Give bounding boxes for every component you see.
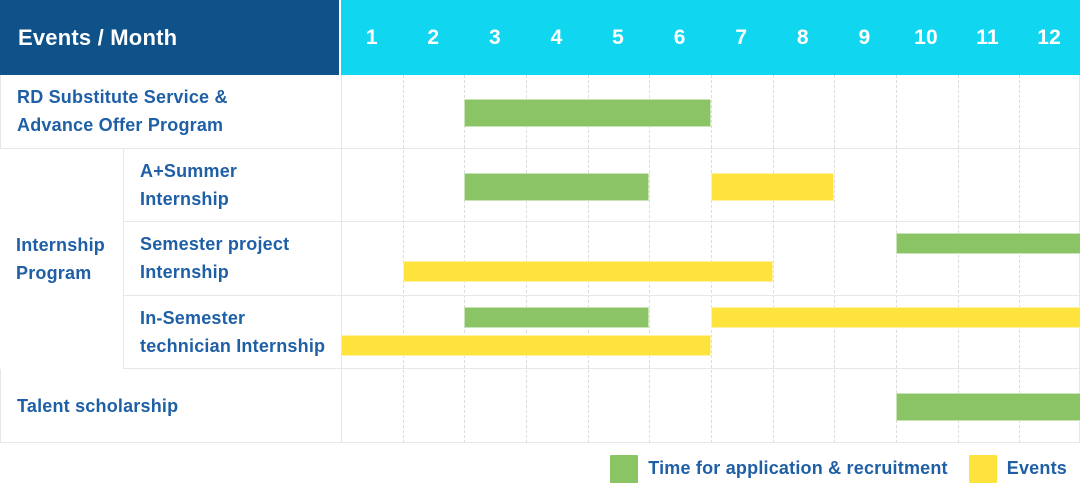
application-period-bar <box>896 233 1080 255</box>
legend: Time for application & recruitment Event… <box>610 443 1067 494</box>
month-gridline <box>834 75 836 443</box>
month-gridline <box>711 75 712 443</box>
table-row: Semester project Internship <box>1 222 1080 296</box>
legend-item-events: Events <box>968 454 1067 483</box>
table-row: In-Semester technician Internship <box>1 296 1080 370</box>
month-gridlines <box>341 75 1080 443</box>
month-gridline <box>772 75 774 443</box>
month-label: 9 <box>858 25 871 49</box>
month-label: 10 <box>914 25 938 49</box>
event-period-bar <box>711 306 1080 328</box>
schedule-table-body: RD Substitute Service & Advance Offer Pr… <box>0 75 1080 443</box>
application-period-bar <box>896 393 1080 422</box>
row-label-in-semester-technician-internship: In-Semester technician Internship <box>140 308 326 357</box>
event-period-bar <box>711 172 835 201</box>
label-column-divider <box>341 75 342 443</box>
row-label-rd-substitute: RD Substitute Service & Advance Offer Pr… <box>17 87 228 136</box>
month-label: 3 <box>489 25 501 49</box>
month-gridline <box>587 75 589 443</box>
application-period-bar <box>464 172 650 201</box>
legend-item-application: Time for application & recruitment <box>610 454 948 483</box>
row-label-a-plus-summer-internship: A+Summer Internship <box>140 160 238 209</box>
header-title: Events / Month <box>18 24 178 50</box>
month-gridline <box>464 75 466 443</box>
application-color-swatch <box>610 454 639 483</box>
event-period-bar <box>402 261 773 283</box>
table-row: A+Summer Internship <box>1 149 1080 223</box>
month-label: 1 <box>365 25 378 49</box>
row-bars-track <box>341 149 1080 222</box>
month-label: 4 <box>550 25 563 49</box>
month-gridline <box>957 75 959 443</box>
legend-label-events: Events <box>1006 458 1067 478</box>
month-gridline <box>896 75 897 443</box>
events-color-swatch <box>968 454 997 483</box>
month-label: 8 <box>796 25 809 49</box>
table-row: RD Substitute Service & Advance Offer Pr… <box>1 75 1080 149</box>
month-label: 7 <box>735 25 748 49</box>
month-label: 5 <box>612 25 625 49</box>
event-period-bar <box>341 334 711 356</box>
row-bars-track <box>341 369 1080 442</box>
table-row: Talent scholarship <box>1 369 1080 443</box>
row-bars-track <box>341 296 1080 369</box>
row-bars-track <box>341 75 1080 148</box>
events-month-header-cell: Events / Month <box>0 0 339 75</box>
legend-label-application: Time for application & recruitment <box>648 458 948 478</box>
month-label: 2 <box>427 25 440 49</box>
group-label: Internship Program <box>16 234 106 283</box>
row-bars-track <box>341 222 1080 295</box>
month-header-row: 1 2 3 4 5 6 7 8 9 10 11 12 <box>341 0 1080 75</box>
row-label-talent-scholarship: Talent scholarship <box>17 395 179 416</box>
month-gridline <box>1019 75 1021 443</box>
month-gridline <box>649 75 651 443</box>
month-gridline <box>526 75 527 443</box>
application-period-bar <box>464 99 711 127</box>
month-label: 11 <box>976 25 999 49</box>
month-label: 6 <box>673 25 686 49</box>
month-gridline <box>402 75 404 443</box>
group-cell-internship-program: Internship Program <box>0 148 124 369</box>
month-label: 12 <box>1037 25 1062 49</box>
row-label-semester-project-internship: Semester project Internship <box>140 234 290 283</box>
application-period-bar <box>464 306 650 328</box>
